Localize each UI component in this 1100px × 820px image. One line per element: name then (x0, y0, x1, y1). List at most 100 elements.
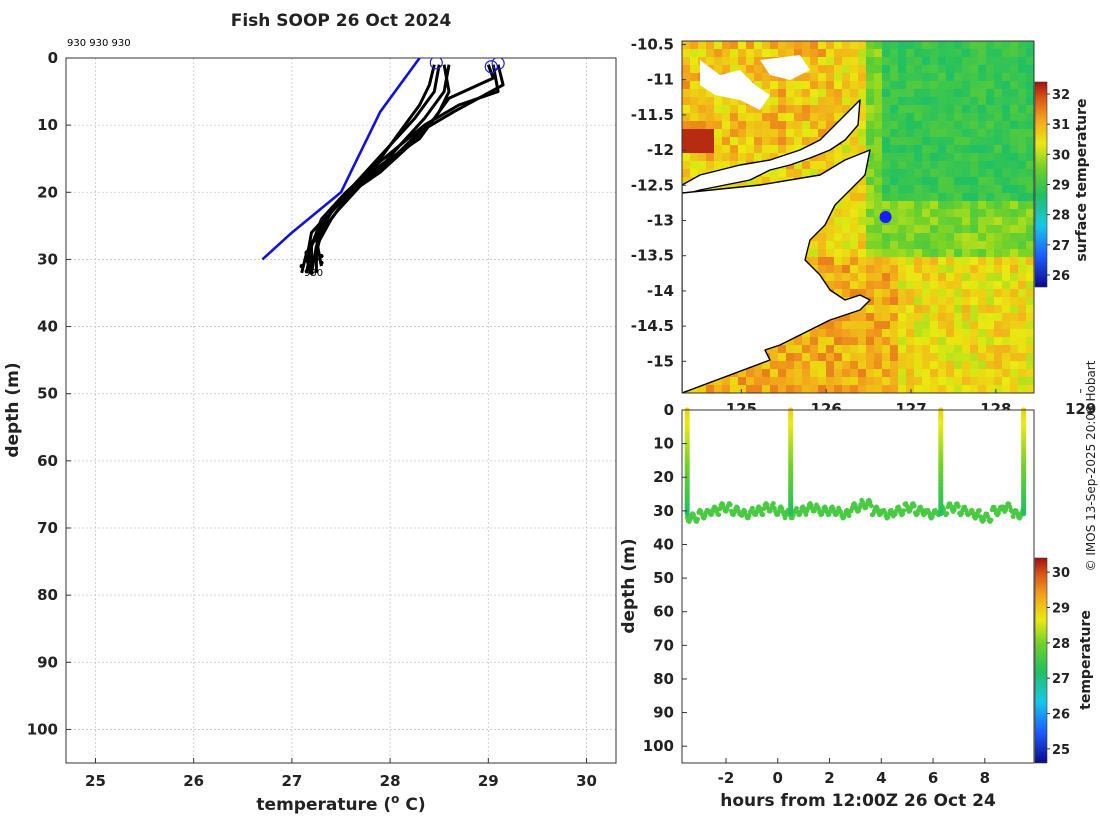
sst-cell (682, 105, 691, 114)
sst-cell (898, 353, 907, 362)
sst-cell (786, 113, 795, 122)
sst-cell (802, 345, 811, 354)
sst-cell (842, 49, 851, 58)
sst-cell (834, 329, 843, 338)
sst-cell (938, 41, 947, 50)
dt-x-tick-label: -2 (718, 769, 735, 787)
sst-cell (914, 129, 923, 138)
sst-cell (818, 113, 827, 122)
sst-cell (698, 153, 707, 162)
sst-cell (698, 129, 707, 138)
sst-cell (906, 321, 915, 330)
sst-cell (954, 177, 963, 186)
sst-cell (922, 249, 931, 258)
sst-cell (962, 41, 971, 50)
sst-cell (906, 193, 915, 202)
sst-cell (738, 369, 747, 378)
sst-cell (722, 41, 731, 50)
profile-line (314, 64, 505, 267)
sst-cell (930, 57, 939, 66)
sst-cell (714, 41, 723, 50)
sst-cell (930, 321, 939, 330)
sst-cell (922, 345, 931, 354)
sst-cell (778, 97, 787, 106)
sst-cell (810, 65, 819, 74)
sst-cell (858, 305, 867, 314)
sst-cell (938, 97, 947, 106)
dt-points (684, 407, 1027, 525)
sst-cell (1002, 201, 1011, 210)
sst-cell (1026, 161, 1034, 170)
sst-cell (890, 65, 899, 74)
sst-cell (826, 41, 835, 50)
sst-cell (954, 209, 963, 218)
sst-cell (706, 49, 715, 58)
sst-cell (978, 273, 987, 282)
dt-point (846, 513, 852, 519)
sst-cell (970, 249, 979, 258)
sst-cell (682, 137, 691, 146)
sst-cell (954, 121, 963, 130)
sst-cell (914, 113, 923, 122)
sst-cell (706, 57, 715, 66)
sst-cell (850, 89, 859, 98)
sst-cell (850, 49, 859, 58)
sst-cell (906, 65, 915, 74)
sst-cell (826, 257, 835, 266)
sst-cell (826, 329, 835, 338)
profile-end-point (319, 260, 324, 265)
sst-cell (994, 313, 1003, 322)
temp-colorbar-tick-label: 26 (1052, 708, 1070, 723)
sst-cell (754, 81, 763, 90)
sst-cell (690, 113, 699, 122)
sst-cell (786, 361, 795, 370)
sst-cell (746, 113, 755, 122)
sst-cell (682, 113, 691, 122)
sst-cell (682, 153, 691, 162)
sst-cell (986, 241, 995, 250)
sst-cell (874, 297, 883, 306)
sst-cell (858, 193, 867, 202)
sst-cell (898, 217, 907, 226)
sst-cell (922, 185, 931, 194)
sst-cell (842, 353, 851, 362)
sst-cell (906, 353, 915, 362)
sst-cell (922, 137, 931, 146)
sst-cell (906, 369, 915, 378)
sst-cell (890, 209, 899, 218)
sst-cell (882, 121, 891, 130)
sst-cell (1002, 57, 1011, 66)
sst-cell (778, 169, 787, 178)
sst-cell (922, 225, 931, 234)
sst-cell (794, 81, 803, 90)
sst-cell (930, 169, 939, 178)
sst-cell (882, 177, 891, 186)
sst-cell (826, 241, 835, 250)
sst-cell (970, 233, 979, 242)
sst-cell (970, 161, 979, 170)
sst-cell (834, 265, 843, 274)
sst-cell (914, 57, 923, 66)
lat-tick-label: -11 (647, 71, 674, 89)
sst-cell (882, 65, 891, 74)
sst-cell (1010, 305, 1019, 314)
sst-cell (962, 377, 971, 386)
credit-text: © IMOS 13-Sep-2025 20:06 Hobart (1084, 360, 1098, 571)
sst-cell (874, 105, 883, 114)
sst-cell (946, 369, 955, 378)
sst-cell (842, 337, 851, 346)
sst-cell (1002, 97, 1011, 106)
sst-cell (882, 257, 891, 266)
sst-cell (914, 225, 923, 234)
sst-cell (882, 193, 891, 202)
sst-cell (714, 161, 723, 170)
sst-cell (986, 265, 995, 274)
sst-cell (874, 345, 883, 354)
sst-cell (978, 289, 987, 298)
sst-cell (1026, 65, 1034, 74)
sst-cell (850, 217, 859, 226)
sst-cell (882, 201, 891, 210)
sst-cell (746, 57, 755, 66)
sst-cell (866, 73, 875, 82)
sst-cell (714, 145, 723, 154)
